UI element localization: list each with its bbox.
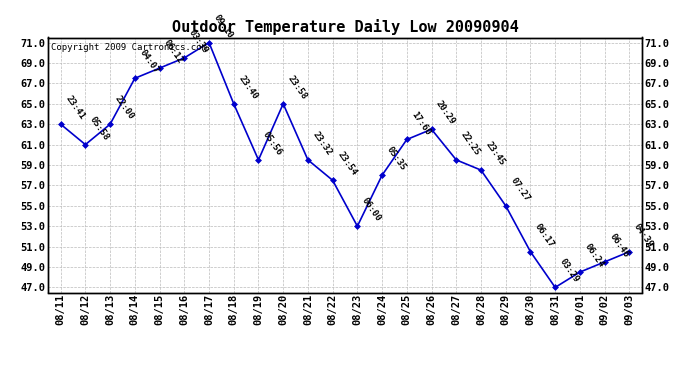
Text: 05:58: 05:58 [88, 115, 111, 142]
Text: 17:60: 17:60 [410, 110, 433, 137]
Text: 07:27: 07:27 [509, 176, 531, 203]
Text: 05:56: 05:56 [262, 130, 284, 157]
Text: 23:54: 23:54 [335, 150, 358, 177]
Text: 06:17: 06:17 [533, 222, 556, 249]
Text: 22:25: 22:25 [459, 130, 482, 157]
Text: 23:40: 23:40 [237, 74, 259, 101]
Text: 06:24: 06:24 [582, 242, 605, 269]
Text: 06:46: 06:46 [607, 232, 630, 259]
Text: 03:29: 03:29 [558, 258, 581, 285]
Text: 23:45: 23:45 [484, 140, 506, 167]
Text: 23:32: 23:32 [310, 130, 333, 157]
Text: 22:00: 22:00 [113, 94, 136, 122]
Text: 06:00: 06:00 [360, 196, 383, 223]
Text: 06:12: 06:12 [162, 38, 185, 65]
Text: 03:39: 03:39 [187, 28, 210, 55]
Text: 09:10: 09:10 [212, 13, 235, 40]
Text: 20:29: 20:29 [434, 99, 457, 126]
Text: 04:39: 04:39 [632, 222, 655, 249]
Text: 05:35: 05:35 [385, 145, 408, 172]
Text: 23:58: 23:58 [286, 74, 308, 101]
Title: Outdoor Temperature Daily Low 20090904: Outdoor Temperature Daily Low 20090904 [172, 19, 518, 35]
Text: Copyright 2009 Cartronics.com: Copyright 2009 Cartronics.com [51, 43, 207, 52]
Text: 04:07: 04:07 [137, 48, 160, 75]
Text: 23:41: 23:41 [63, 94, 86, 122]
